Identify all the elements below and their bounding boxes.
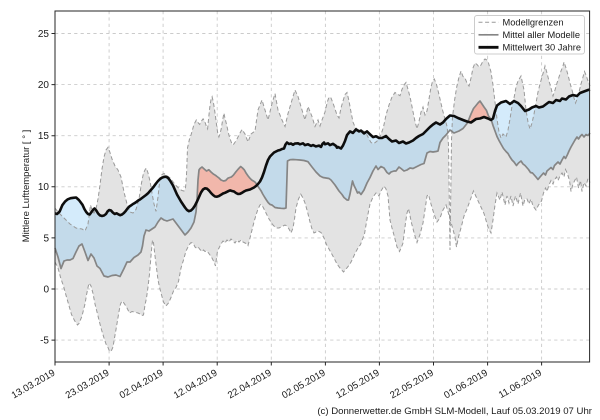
svg-text:Mittel aller Modelle: Mittel aller Modelle <box>503 30 581 40</box>
svg-text:(c) Donnerwetter.de GmbH SLM-M: (c) Donnerwetter.de GmbH SLM-Modell, Lau… <box>317 406 592 417</box>
svg-text:Mittlere Lufttemperatur [ ° ]: Mittlere Lufttemperatur [ ° ] <box>21 130 32 243</box>
svg-text:10: 10 <box>38 182 50 193</box>
svg-text:20: 20 <box>38 80 50 91</box>
svg-text:0: 0 <box>43 284 49 295</box>
svg-text:Mittelwert 30 Jahre: Mittelwert 30 Jahre <box>503 42 582 52</box>
svg-text:Modellgrenzen: Modellgrenzen <box>503 17 564 27</box>
svg-text:25: 25 <box>38 29 50 40</box>
svg-text:5: 5 <box>43 233 49 244</box>
svg-text:-5: -5 <box>40 336 49 347</box>
svg-text:15: 15 <box>38 131 50 142</box>
